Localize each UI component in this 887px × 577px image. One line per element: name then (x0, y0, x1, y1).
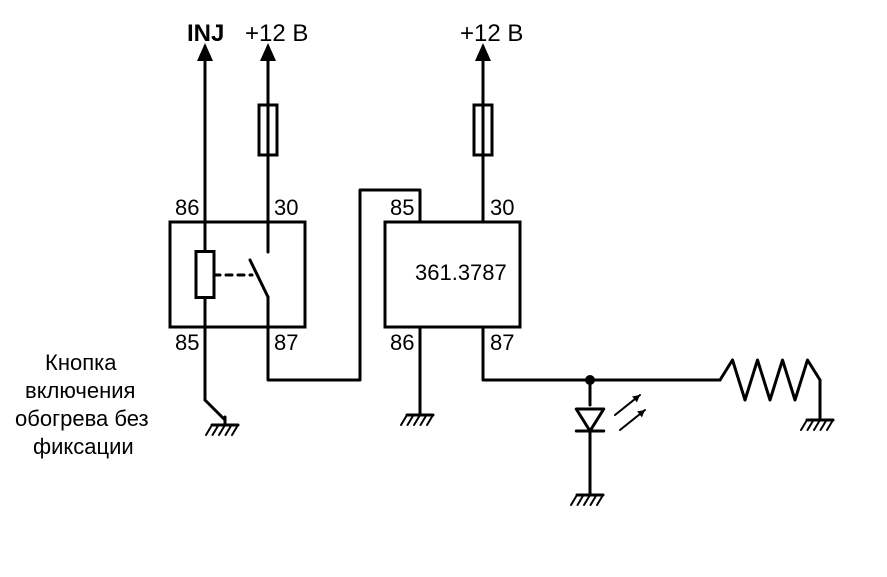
label-button_l4: фиксации (33, 434, 134, 460)
label-relay1_87: 87 (274, 330, 298, 356)
label-relay2_85: 85 (390, 195, 414, 221)
label-button_l1: Кнопка (45, 350, 116, 376)
label-relay1_85: 85 (175, 330, 199, 356)
label-v12_left: +12 В (245, 20, 308, 48)
label-relay2_86: 86 (390, 330, 414, 356)
circuit-canvas: INJ +12 В +12 В 86 30 85 87 85 30 86 87 361.3787 Кно… (0, 0, 887, 577)
label-v12_right: +12 В (460, 20, 523, 48)
label-button_l2: включения (25, 378, 135, 404)
label-inj: INJ (187, 20, 224, 48)
label-relay2_part: 361.3787 (415, 260, 507, 286)
label-button_l3: обогрева без (15, 406, 149, 432)
circuit-svg (0, 0, 887, 577)
label-relay1_86: 86 (175, 195, 199, 221)
label-relay2_30: 30 (490, 195, 514, 221)
label-relay2_87: 87 (490, 330, 514, 356)
label-relay1_30: 30 (274, 195, 298, 221)
